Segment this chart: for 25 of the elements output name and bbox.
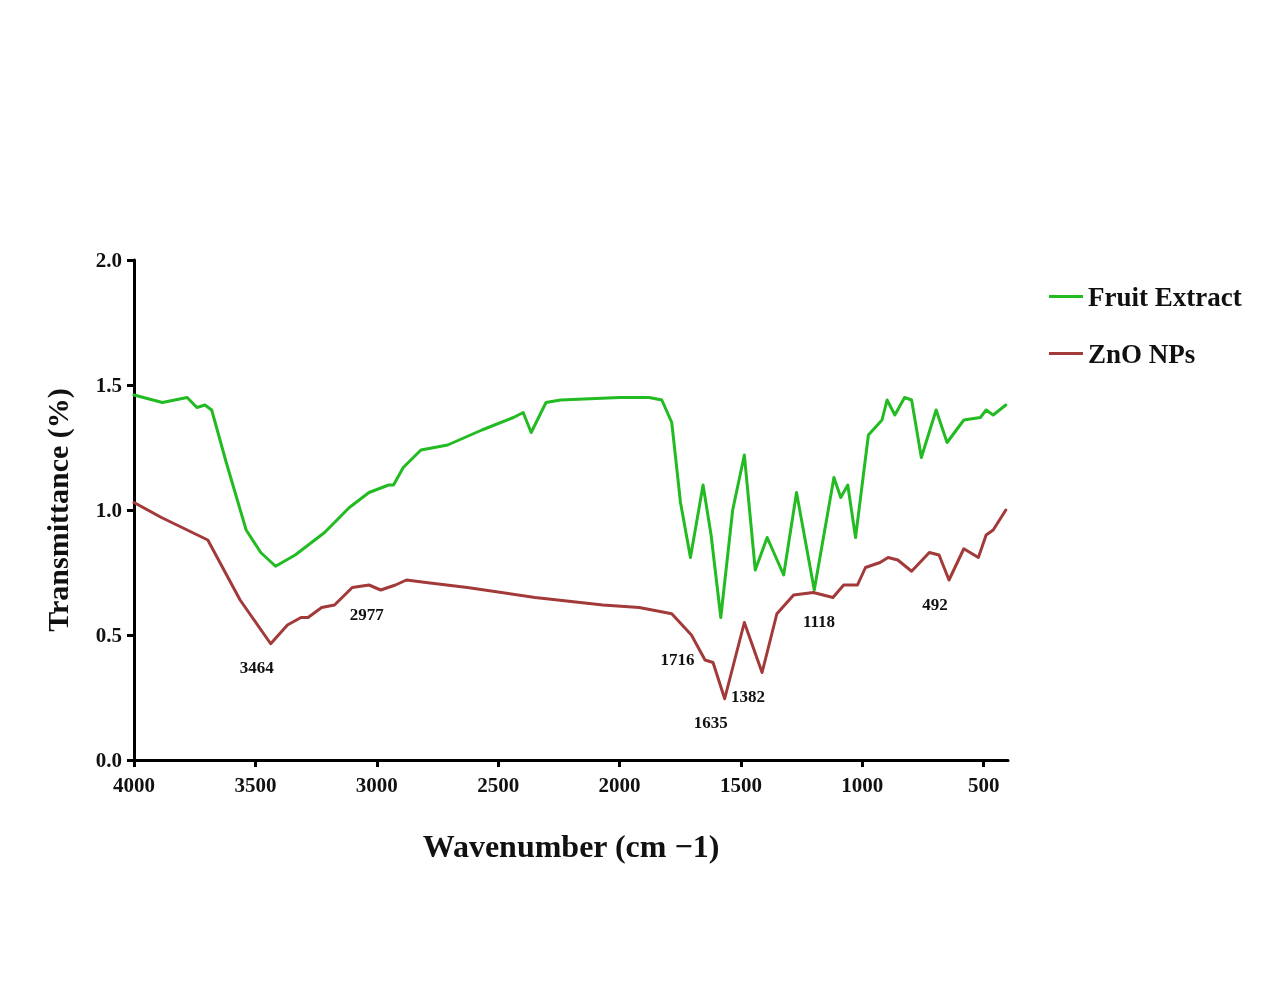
- legend-label: Fruit Extract: [1088, 281, 1242, 312]
- x-tick-label: 4000: [113, 772, 155, 797]
- x-tick-label: 3000: [355, 772, 398, 797]
- x-tick-label: 1000: [841, 772, 884, 797]
- x-axis-title: Wavenumber (cm −1): [422, 828, 720, 864]
- annotation: 492: [922, 594, 948, 614]
- y-tick-label: 0.0: [95, 748, 122, 772]
- x-tick-label: 1500: [719, 772, 762, 797]
- legend-label: ZnO NPs: [1088, 338, 1196, 369]
- annotation: 1382: [731, 687, 766, 706]
- line-series: [132, 501, 1008, 701]
- annotation: 3464: [239, 658, 275, 678]
- annotation: 1635: [693, 713, 728, 733]
- annotation: 1716: [660, 649, 695, 669]
- x-tick-label: 2000: [598, 772, 641, 797]
- y-tick-label: 1.5: [95, 373, 122, 397]
- y-tick-label: 0.5: [95, 623, 122, 647]
- y-axis-title: Transmittance (%): [40, 388, 75, 632]
- x-tick-label: 3500: [234, 772, 277, 797]
- y-tick-label: 1.0: [95, 498, 122, 522]
- y-tick-label: 2.0: [95, 248, 122, 272]
- x-tick-label: 2500: [477, 772, 520, 797]
- annotation: 1118: [802, 612, 836, 631]
- annotation: 2977: [349, 604, 385, 624]
- x-tick-label: 500: [967, 772, 1000, 797]
